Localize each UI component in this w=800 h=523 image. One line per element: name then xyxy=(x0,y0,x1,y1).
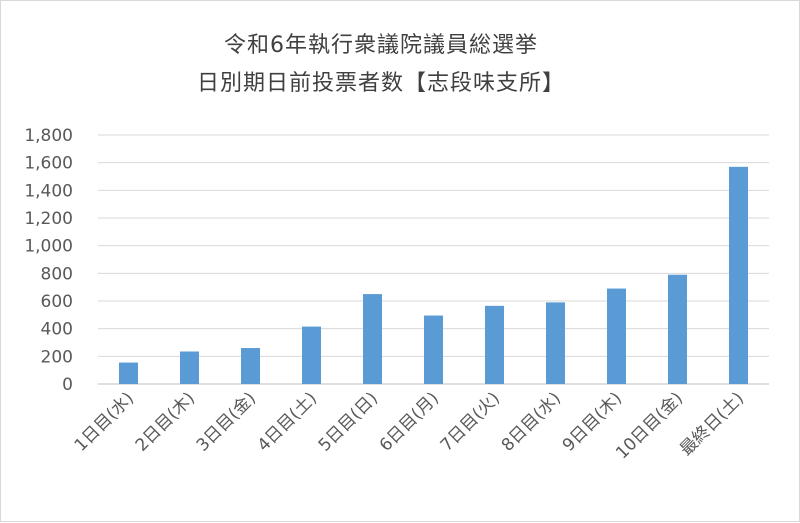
x-tick-label: 1日目(水) xyxy=(71,388,138,455)
y-tick-label: 800 xyxy=(41,264,73,284)
y-tick-label: 1,600 xyxy=(24,154,73,174)
bar xyxy=(668,274,687,384)
x-tick-label: 4日目(土) xyxy=(254,388,321,455)
x-tick-label: 10日目(金) xyxy=(612,388,687,463)
x-tick-label: 2日目(木) xyxy=(132,388,199,455)
x-tick-label: 6日目(月) xyxy=(376,388,443,455)
bar xyxy=(485,305,504,384)
y-tick-label: 0 xyxy=(62,375,73,395)
y-tick-label: 200 xyxy=(41,347,73,367)
bar xyxy=(119,362,138,384)
x-tick-label: 3日目(金) xyxy=(193,388,260,455)
x-tick-label: 7日目(火) xyxy=(437,388,504,455)
x-tick-label: 5日目(日) xyxy=(315,388,382,455)
chart-subtitle: 日別期日前投票者数【志段味支所】 xyxy=(196,71,565,96)
bar xyxy=(180,351,199,384)
bar xyxy=(241,348,260,384)
bar xyxy=(607,288,626,384)
y-tick-label: 1,000 xyxy=(24,237,73,257)
x-tick-label: 8日目(水) xyxy=(498,388,565,455)
y-tick-label: 1,800 xyxy=(24,126,73,146)
y-tick-label: 1,400 xyxy=(24,181,73,201)
bar xyxy=(363,294,382,384)
bar xyxy=(546,302,565,384)
y-tick-label: 1,200 xyxy=(24,209,73,229)
bar xyxy=(424,315,443,384)
y-tick-label: 400 xyxy=(41,320,73,340)
bar xyxy=(302,326,321,384)
x-tick-label: 最終日(土) xyxy=(676,388,748,460)
bar xyxy=(729,166,748,384)
chart-title: 令和6年執行衆議院議員総選挙 xyxy=(224,33,538,58)
y-tick-label: 600 xyxy=(41,292,73,312)
